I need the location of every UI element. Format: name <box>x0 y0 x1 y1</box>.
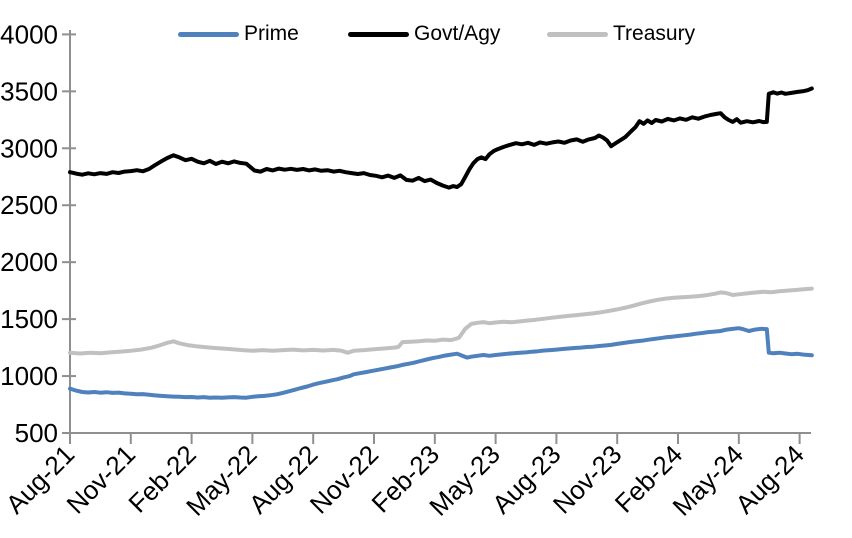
legend-swatch-treasury <box>547 31 608 37</box>
x-tick-label: Nov-22 <box>304 439 384 519</box>
x-tick-label: Aug-23 <box>486 439 566 519</box>
y-tick-label: 500 <box>15 418 58 448</box>
legend-swatch-prime <box>178 31 239 37</box>
legend-label-treasury: Treasury <box>613 22 696 45</box>
x-tick-label: Aug-22 <box>243 439 323 519</box>
x-tick-label: Nov-21 <box>61 439 141 519</box>
legend-item-treasury: Treasury <box>547 21 695 47</box>
series-line-prime <box>68 326 814 400</box>
legend-swatch-govt-agy <box>348 31 409 37</box>
series-line-treasury <box>68 286 814 356</box>
x-tick-label: Nov-23 <box>547 439 627 519</box>
y-tick-label: 1000 <box>0 361 58 391</box>
legend-item-govt-agy: Govt/Agy <box>348 21 500 47</box>
y-tick-label: 1500 <box>0 304 58 334</box>
x-tick-label: Aug-21 <box>0 439 80 519</box>
legend: Prime Govt/Agy Treasury <box>0 0 852 50</box>
y-tick-label: 4000 <box>0 19 58 49</box>
legend-item-prime: Prime <box>178 21 299 47</box>
x-tick-label: Aug-24 <box>729 439 809 519</box>
y-tick-label: 3000 <box>0 133 58 163</box>
y-tick-label: 3500 <box>0 76 58 106</box>
series-line-govt-agy <box>68 86 814 190</box>
legend-label-govt-agy: Govt/Agy <box>414 22 501 45</box>
y-tick-label: 2000 <box>0 247 58 277</box>
y-tick-label: 2500 <box>0 190 58 220</box>
legend-label-prime: Prime <box>244 22 299 45</box>
